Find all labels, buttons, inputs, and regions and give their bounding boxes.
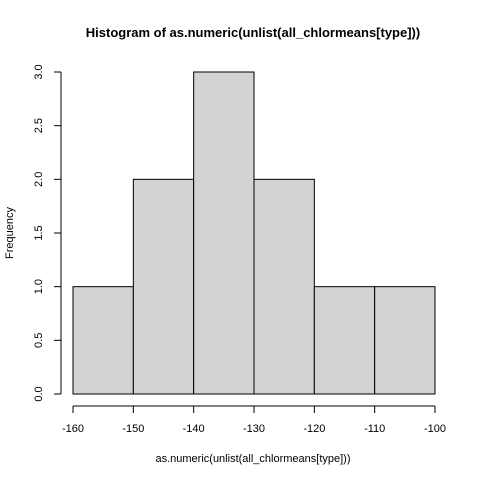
y-tick-label: 3.0 (33, 64, 45, 79)
x-tick-label: -100 (424, 423, 446, 435)
x-tick-label: -120 (303, 423, 325, 435)
y-tick-label: 0.0 (33, 386, 45, 401)
x-tick-label: -150 (122, 423, 144, 435)
histogram-bar (313, 286, 376, 395)
x-axis: -160 -150 -140 -130 -120 -110 -100 (62, 405, 446, 435)
x-tick-label: -140 (183, 423, 205, 435)
x-tick-label: -130 (243, 423, 265, 435)
y-tick-label: 2.0 (33, 172, 45, 187)
x-tick-label: -110 (364, 423, 385, 435)
histogram-bar (374, 286, 436, 395)
bars-group (72, 71, 436, 395)
y-tick-label: 1.5 (33, 225, 45, 240)
y-tick-label: 2.5 (33, 118, 45, 133)
y-axis-label: Frequency (4, 207, 16, 259)
histogram-bar (193, 71, 255, 395)
y-axis: 0.0 0.5 1.0 1.5 2.0 2.5 3.0 (33, 64, 62, 402)
histogram-bar (72, 286, 134, 395)
y-tick-label: 0.5 (33, 333, 45, 348)
chart-title: Histogram of as.numeric(unlist(all_chlor… (86, 25, 420, 40)
x-axis-label: as.numeric(unlist(all_chlormeans[type])) (155, 453, 350, 465)
x-tick-label: -160 (62, 423, 84, 435)
histogram-bar (132, 178, 195, 395)
y-tick-label: 1.0 (33, 279, 45, 294)
histogram-bar (253, 178, 315, 395)
